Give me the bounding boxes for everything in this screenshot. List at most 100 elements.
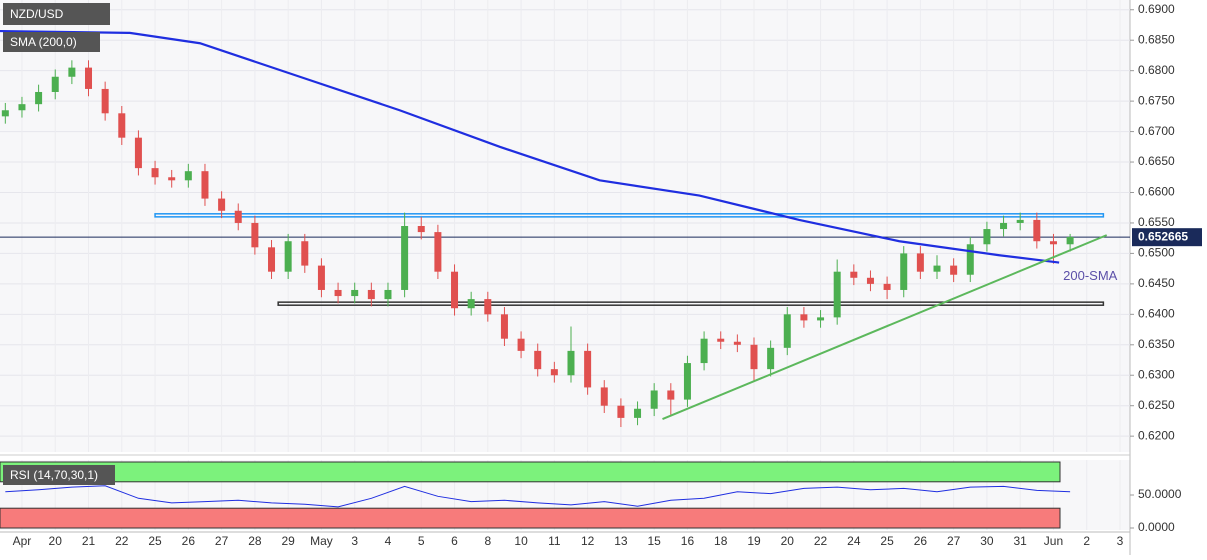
candle-body [51, 76, 59, 92]
candle-body [833, 271, 841, 318]
last-price-box [1132, 228, 1202, 247]
x-tick-label: 26 [914, 534, 928, 548]
candle-body [401, 226, 409, 290]
x-tick-label: Apr [13, 534, 32, 548]
candle-body [35, 91, 43, 105]
symbol-label: NZD/USD [10, 7, 64, 21]
candle-body [384, 289, 392, 300]
sma-line [0, 29, 1060, 264]
x-tick-label: 2 [1083, 534, 1090, 548]
candle-body [1049, 241, 1057, 245]
x-tick-label: 15 [647, 534, 661, 548]
candle-body [767, 347, 775, 370]
candle-body [1000, 222, 1008, 230]
x-tick-label: 3 [351, 534, 358, 548]
candle-body [733, 341, 741, 345]
x-tick-label: 10 [514, 534, 528, 548]
x-tick-label: 6 [451, 534, 458, 548]
candle-body [434, 232, 442, 272]
candle-body [118, 113, 126, 138]
rsi-oversold-zone [0, 507, 1061, 529]
x-tick-label: 16 [681, 534, 695, 548]
y-tick-label: 0.6650 [1138, 154, 1175, 168]
candle-body [667, 390, 675, 400]
x-tick-label: 20 [49, 534, 63, 548]
candle-body [850, 271, 858, 278]
candle-body [550, 369, 558, 376]
x-tick-label: 18 [714, 534, 728, 548]
x-tick-label: 3 [1117, 534, 1124, 548]
candle-body [617, 405, 625, 418]
candle-body [683, 363, 691, 400]
candle-body [534, 350, 542, 370]
candle-body [201, 171, 209, 199]
candle-body [783, 314, 791, 348]
candle-body [634, 408, 642, 418]
x-tick-label: 13 [614, 534, 628, 548]
candle-body [234, 210, 242, 223]
candle-body [950, 265, 958, 275]
candle-body [1, 110, 9, 117]
candle-body [467, 299, 475, 309]
x-tick-label: 25 [148, 534, 162, 548]
candle-body [600, 387, 608, 406]
symbol-box [3, 3, 110, 25]
candle-body [900, 253, 908, 290]
candle-body [983, 229, 991, 245]
y-tick-label: 0.6250 [1138, 398, 1175, 412]
candle-body [317, 265, 325, 290]
x-tick-label: 29 [281, 534, 295, 548]
candle-body [451, 271, 459, 309]
candle-body [151, 168, 159, 178]
x-tick-label: Jun [1044, 534, 1063, 548]
x-tick-label: 24 [847, 534, 861, 548]
x-tick-label: 26 [182, 534, 196, 548]
x-tick-label: 22 [814, 534, 828, 548]
x-tick-label: 21 [82, 534, 96, 548]
plot-bg [0, 0, 1130, 452]
candle-body [484, 299, 492, 315]
candle-body [301, 241, 309, 266]
sma-box [3, 32, 100, 52]
rsi-box [3, 465, 115, 485]
sma-legend: SMA (200,0) [10, 35, 77, 49]
rsi-overbought-zone [0, 461, 1061, 483]
x-tick-label: 22 [115, 534, 129, 548]
candle-body [700, 338, 708, 364]
candle-body [334, 289, 342, 297]
x-tick-label: 11 [548, 534, 561, 548]
candle-body [883, 283, 891, 290]
candle-body [866, 277, 874, 284]
candle-body [584, 350, 592, 388]
y-tick-label: 50.0000 [1138, 487, 1182, 501]
y-tick-label: 0.6350 [1138, 337, 1175, 351]
candle-body [1016, 219, 1024, 223]
y-tick-label: 0.6700 [1138, 124, 1175, 138]
candle-body [284, 241, 292, 272]
candle-body [750, 344, 758, 370]
candle-body [251, 222, 259, 248]
rsi-legend: RSI (14,70,30,1) [10, 468, 98, 482]
x-tick-label: 27 [215, 534, 229, 548]
y-tick-label: 0.6800 [1138, 63, 1175, 77]
candle-body [500, 314, 508, 339]
y-tick-label: 0.6450 [1138, 276, 1175, 290]
y-tick-label: 0.6200 [1138, 428, 1175, 442]
candle-body [817, 317, 825, 321]
candle-body [1066, 236, 1074, 245]
x-tick-label: 30 [980, 534, 994, 548]
candle-body [268, 247, 276, 272]
candle-body [134, 137, 142, 169]
sma-annotation: 200-SMA [1063, 268, 1118, 283]
candle-body [68, 67, 76, 77]
y-tick-label: 0.6750 [1138, 93, 1175, 107]
x-tick-label: 20 [781, 534, 795, 548]
candle-body [800, 314, 808, 321]
candle-body [933, 265, 941, 272]
x-tick-label: 25 [880, 534, 894, 548]
candle-body [916, 253, 924, 272]
candle-body [351, 289, 359, 297]
y-tick-label: 0.6600 [1138, 185, 1175, 199]
y-tick-label: 0.6500 [1138, 246, 1175, 260]
